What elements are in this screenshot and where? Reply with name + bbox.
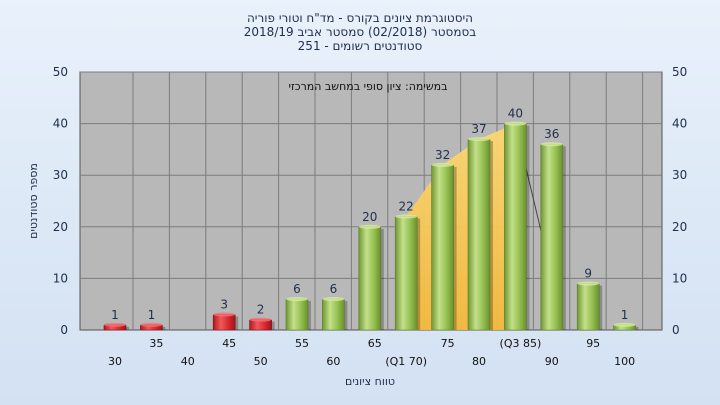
x-tick-40: 40	[181, 355, 195, 368]
value-label-65: 20	[362, 210, 377, 224]
bar-cap-45	[213, 312, 236, 317]
y-tick-right-10: 10	[672, 271, 687, 285]
y-tick-right-20: 20	[672, 220, 687, 234]
x-tick-35: 35	[149, 337, 163, 350]
x-tick-50: 50	[254, 355, 268, 368]
y-tick-left-50: 50	[53, 65, 68, 79]
bar-60	[322, 298, 345, 331]
bar-cap-100	[613, 322, 636, 327]
title-line-3: סטודנטים רשומים - 251	[298, 39, 423, 53]
x-tick-60: 60	[326, 355, 340, 368]
bar-cap-70	[395, 214, 418, 219]
value-label-95: 9	[584, 267, 592, 281]
x-axis-title: טווח ציונים	[345, 375, 395, 388]
x-tick-30: 30	[108, 355, 122, 368]
y-tick-left-20: 20	[53, 220, 68, 234]
bar-cap-55	[286, 297, 308, 302]
bar-45	[212, 314, 236, 331]
x-tick-labels: 30 35 40 45 50 55 60 65(Q1 70) 75 80 (Q3 85)90 95 10…	[108, 337, 635, 368]
bar-cap-30	[104, 322, 126, 327]
value-label-90: 36	[544, 127, 559, 141]
x-tick-85: (Q3 85)	[500, 337, 542, 350]
bar-cap-85	[504, 121, 527, 126]
bar-cap-90	[540, 142, 563, 147]
y-tick-right-40: 40	[672, 117, 687, 131]
value-label-45: 3	[220, 298, 228, 312]
y-axis-title: מספר סטודנטים	[27, 163, 40, 239]
bar-cap-95	[577, 281, 600, 286]
bar-90	[540, 143, 564, 331]
chart-title: היסטוגרמת ציונים בקורס - מד"ח וטורי פורי…	[244, 11, 476, 53]
y-tick-left-0: 0	[60, 323, 68, 337]
value-label-50: 2	[257, 303, 265, 317]
bar-55	[285, 298, 309, 331]
bar-70	[394, 216, 418, 331]
bar-80	[467, 138, 491, 331]
x-tick-45: 45	[222, 337, 236, 350]
y-tick-left-40: 40	[53, 117, 68, 131]
value-label-30: 1	[111, 308, 119, 322]
value-label-100: 1	[621, 308, 629, 322]
bar-95	[576, 283, 600, 331]
bar-cap-35	[140, 322, 163, 327]
y-tick-right-30: 30	[672, 168, 687, 182]
x-tick-100: 100	[614, 355, 635, 368]
x-tick-75: 75	[441, 337, 455, 350]
value-label-55: 6	[293, 282, 301, 296]
y-tick-right-50: 50	[672, 65, 687, 79]
y-tick-left-30: 30	[53, 168, 68, 182]
bar-cap-50	[249, 317, 272, 322]
bar-cap-60	[322, 297, 345, 302]
x-tick-55: 55	[295, 337, 309, 350]
x-tick-95: 95	[586, 337, 600, 350]
bar-75	[431, 164, 454, 331]
y-tick-labels: 0 0 10 10 20 20 30 30 40 40 50 50	[53, 65, 688, 337]
title-line-1: היסטוגרמת ציונים בקורס - מד"ח וטורי פורי…	[247, 11, 473, 25]
value-label-70: 22	[399, 199, 414, 213]
title-line-2: בסמסטר (02/2018) סמסטר אביב 2018/19	[244, 25, 476, 39]
y-tick-left-10: 10	[53, 271, 68, 285]
value-label-35: 1	[148, 308, 156, 322]
x-tick-70: (Q1 70)	[385, 355, 427, 368]
bar-cap-80	[468, 137, 490, 142]
bar-cap-75	[431, 162, 454, 167]
bars	[103, 121, 639, 331]
bar-85	[504, 123, 527, 331]
bar-65	[358, 226, 382, 331]
gridlines	[80, 71, 662, 330]
value-label-60: 6	[330, 282, 338, 296]
value-label-80: 37	[471, 122, 486, 136]
y-tick-right-0: 0	[672, 323, 680, 337]
x-tick-65: 65	[368, 337, 382, 350]
value-label-75: 32	[435, 148, 450, 162]
x-tick-80: 80	[472, 355, 486, 368]
x-tick-90: 90	[545, 355, 559, 368]
bar-cap-65	[358, 224, 381, 229]
value-label-85: 40	[508, 107, 523, 121]
plot-annotation: במשימה: ציון סופי במחשב המרכזי	[288, 80, 447, 93]
